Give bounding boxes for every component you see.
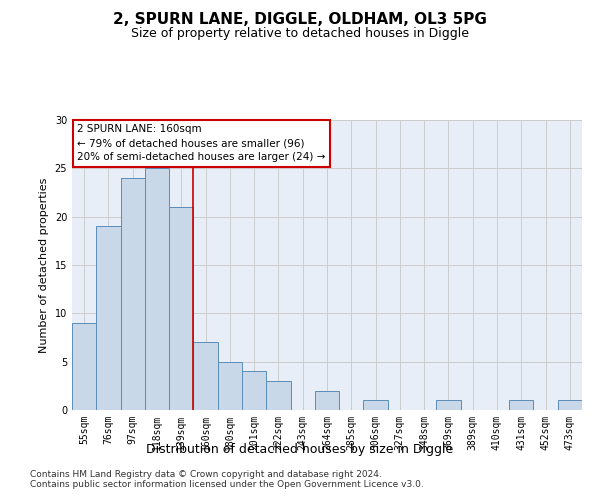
Bar: [169, 207, 193, 410]
Bar: [509, 400, 533, 410]
Text: Size of property relative to detached houses in Diggle: Size of property relative to detached ho…: [131, 28, 469, 40]
Text: 2, SPURN LANE, DIGGLE, OLDHAM, OL3 5PG: 2, SPURN LANE, DIGGLE, OLDHAM, OL3 5PG: [113, 12, 487, 28]
Bar: [364, 400, 388, 410]
Bar: [558, 400, 582, 410]
Text: Contains public sector information licensed under the Open Government Licence v3: Contains public sector information licen…: [30, 480, 424, 489]
Text: Distribution of detached houses by size in Diggle: Distribution of detached houses by size …: [146, 442, 454, 456]
Bar: [96, 226, 121, 410]
Bar: [218, 362, 242, 410]
Text: 2 SPURN LANE: 160sqm
← 79% of detached houses are smaller (96)
20% of semi-detac: 2 SPURN LANE: 160sqm ← 79% of detached h…: [77, 124, 325, 162]
Y-axis label: Number of detached properties: Number of detached properties: [39, 178, 49, 352]
Text: Contains HM Land Registry data © Crown copyright and database right 2024.: Contains HM Land Registry data © Crown c…: [30, 470, 382, 479]
Bar: [436, 400, 461, 410]
Bar: [266, 381, 290, 410]
Bar: [193, 342, 218, 410]
Bar: [72, 323, 96, 410]
Bar: [121, 178, 145, 410]
Bar: [145, 168, 169, 410]
Bar: [242, 372, 266, 410]
Bar: [315, 390, 339, 410]
